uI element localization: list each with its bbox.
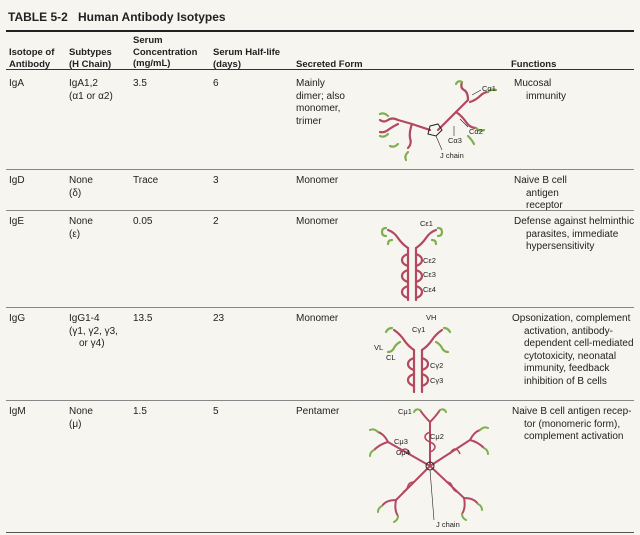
label-cm4: Cμ4 xyxy=(396,448,410,457)
header-subtypes: Subtypes (H Chain) xyxy=(69,47,112,70)
subtypes-cell: None (δ) xyxy=(69,175,93,199)
halflife-cell: 23 xyxy=(213,313,225,324)
halflife-cell: 2 xyxy=(213,216,219,227)
secreted-form-cell: Mainly dimer; also monomer, trimer xyxy=(296,78,345,127)
secreted-form-cell: Monomer xyxy=(296,216,339,227)
table-title-bar: TABLE 5-2 Human Antibody Isotypes xyxy=(6,8,634,32)
row-divider xyxy=(6,169,634,170)
header-divider xyxy=(6,69,634,70)
secreted-form-cell: Pentamer xyxy=(296,406,340,417)
table-title: Human Antibody Isotypes xyxy=(78,10,226,24)
concentration-cell: 13.5 xyxy=(133,313,153,324)
functions-cell: Naive B cell antigen receptor xyxy=(514,175,567,211)
secreted-form-cell: Monomer xyxy=(296,313,339,324)
iga-dimer-diagram: Cα1 Cα2 Cα3 J chain xyxy=(368,74,508,166)
igg-monomer-diagram: VH Cγ1 VL CL Cγ2 Cγ3 xyxy=(370,310,470,394)
concentration-cell: 3.5 xyxy=(133,78,147,89)
label-j-chain: J chain xyxy=(440,151,464,160)
label-cg2: Cγ2 xyxy=(430,361,443,370)
isotype-cell: IgE xyxy=(9,216,25,227)
functions-cell: Defense against helminthic parasites, imm… xyxy=(514,216,635,252)
label-vh: VH xyxy=(426,313,436,322)
isotype-cell: IgD xyxy=(9,175,25,186)
table-bottom-rule xyxy=(6,532,634,533)
label-ce4: Cε4 xyxy=(423,285,436,294)
halflife-cell: 5 xyxy=(213,406,219,417)
secreted-form-cell: Monomer xyxy=(296,175,339,186)
table-number: TABLE 5-2 xyxy=(8,10,68,24)
isotype-cell: IgM xyxy=(9,406,26,417)
concentration-cell: Trace xyxy=(133,175,159,186)
functions-cell: Naive B cell antigen recep-tor (monomeri… xyxy=(512,406,632,442)
label-j-chain-igm: J chain xyxy=(436,520,460,529)
label-cm2: Cμ2 xyxy=(430,432,444,441)
label-cm1: Cμ1 xyxy=(398,407,412,416)
header-halflife: Serum Half-life (days) xyxy=(213,47,281,70)
label-cg3: Cγ3 xyxy=(430,376,443,385)
header-isotype: Isotope of Antibody xyxy=(9,47,55,70)
label-ce1: Cε1 xyxy=(420,219,433,228)
isotype-cell: IgG xyxy=(9,313,26,324)
label-cl: CL xyxy=(386,353,396,362)
label-vl: VL xyxy=(374,343,383,352)
label-cm3: Cμ3 xyxy=(394,437,408,446)
header-concentration: Serum Concentration (mg/mL) xyxy=(133,35,198,69)
functions-cell: Opsonization, complement activation, anti… xyxy=(512,313,634,387)
subtypes-cell: None (ε) xyxy=(69,216,93,240)
halflife-cell: 3 xyxy=(213,175,219,186)
functions-cell: Mucosal immunity xyxy=(514,78,567,102)
row-divider xyxy=(6,400,634,401)
row-divider xyxy=(6,210,634,211)
label-ca3: Cα3 xyxy=(448,136,462,145)
label-cg1: Cγ1 xyxy=(412,325,425,334)
subtypes-cell: IgA1,2 (α1 or α2) xyxy=(69,78,113,102)
header-secreted-form: Secreted Form xyxy=(296,59,363,70)
label-ca1: Cα1 xyxy=(482,84,496,93)
label-ca2: Cα2 xyxy=(469,127,483,136)
label-ce3: Cε3 xyxy=(423,270,436,279)
label-ce2: Cε2 xyxy=(423,256,436,265)
isotype-cell: IgA xyxy=(9,78,25,89)
ige-monomer-diagram: Cε1 Cε2 Cε3 Cε4 xyxy=(370,214,460,304)
halflife-cell: 6 xyxy=(213,78,219,89)
row-divider xyxy=(6,307,634,308)
igm-pentamer-diagram: Cμ1 Cμ2 Cμ3 Cμ4 J chain xyxy=(366,402,502,530)
subtypes-cell: IgG1-4 (γ1, γ2, γ3, or γ4) xyxy=(69,313,118,349)
concentration-cell: 1.5 xyxy=(133,406,147,417)
concentration-cell: 0.05 xyxy=(133,216,153,227)
header-functions: Functions xyxy=(511,59,557,70)
subtypes-cell: None (μ) xyxy=(69,406,93,430)
